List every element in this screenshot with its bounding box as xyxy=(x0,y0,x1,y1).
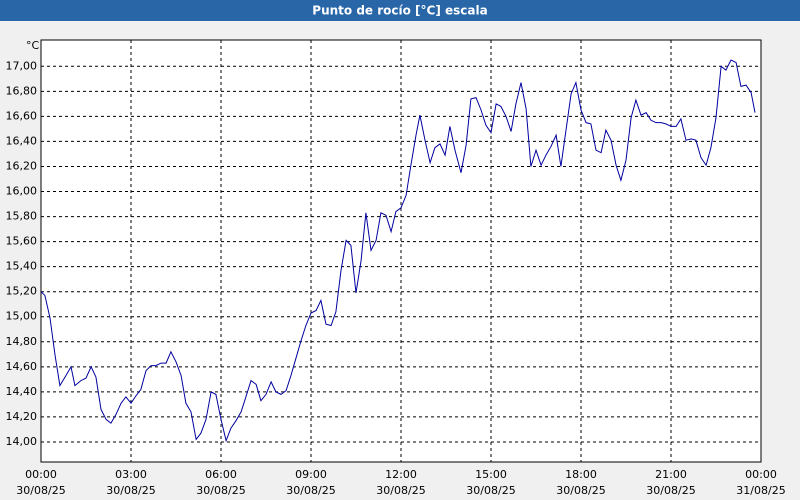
x-tick-date: 30/08/25 xyxy=(646,484,695,497)
x-tick-date: 30/08/25 xyxy=(556,484,605,497)
x-tick-label: 15:00 xyxy=(475,468,507,481)
x-tick-label: 00:00 xyxy=(745,468,777,481)
y-tick-label: 16,40 xyxy=(6,134,38,147)
y-tick-label: 17,00 xyxy=(6,59,38,72)
y-tick-label: 14,60 xyxy=(6,360,38,373)
x-tick-label: 09:00 xyxy=(295,468,327,481)
x-tick-date: 30/08/25 xyxy=(196,484,245,497)
data-line xyxy=(40,59,756,443)
y-tick-label: 16,20 xyxy=(6,159,38,172)
y-tick-label: 16,60 xyxy=(6,109,38,122)
chart-title: Punto de rocío [°C] escala xyxy=(312,4,487,18)
x-tick-label: 03:00 xyxy=(115,468,147,481)
x-tick-label: 12:00 xyxy=(385,468,417,481)
y-tick-label: 15,80 xyxy=(6,210,38,223)
y-tick-label: 14,00 xyxy=(6,435,38,448)
x-tick-date: 30/08/25 xyxy=(376,484,425,497)
y-unit: °C xyxy=(26,39,40,52)
y-tick-label: 16,00 xyxy=(6,185,38,198)
x-tick-date: 30/08/25 xyxy=(466,484,515,497)
x-tick-date: 31/08/25 xyxy=(736,484,785,497)
y-tick-label: 15,40 xyxy=(6,260,38,273)
x-tick-label: 18:00 xyxy=(565,468,597,481)
x-tick-date: 30/08/25 xyxy=(16,484,65,497)
y-tick-label: 15,60 xyxy=(6,235,38,248)
y-tick-label: 15,20 xyxy=(6,285,38,298)
x-tick-label: 00:00 xyxy=(25,468,57,481)
x-tick-date: 30/08/25 xyxy=(286,484,335,497)
x-tick-label: 21:00 xyxy=(655,468,687,481)
y-tick-label: 14,80 xyxy=(6,335,38,348)
y-tick-label: 16,80 xyxy=(6,84,38,97)
y-tick-label: 15,00 xyxy=(6,310,38,323)
title-bar xyxy=(0,0,800,21)
x-tick-label: 06:00 xyxy=(205,468,237,481)
x-tick-date: 30/08/25 xyxy=(106,484,155,497)
y-tick-label: 14,20 xyxy=(6,410,38,423)
y-tick-label: 14,40 xyxy=(6,385,38,398)
